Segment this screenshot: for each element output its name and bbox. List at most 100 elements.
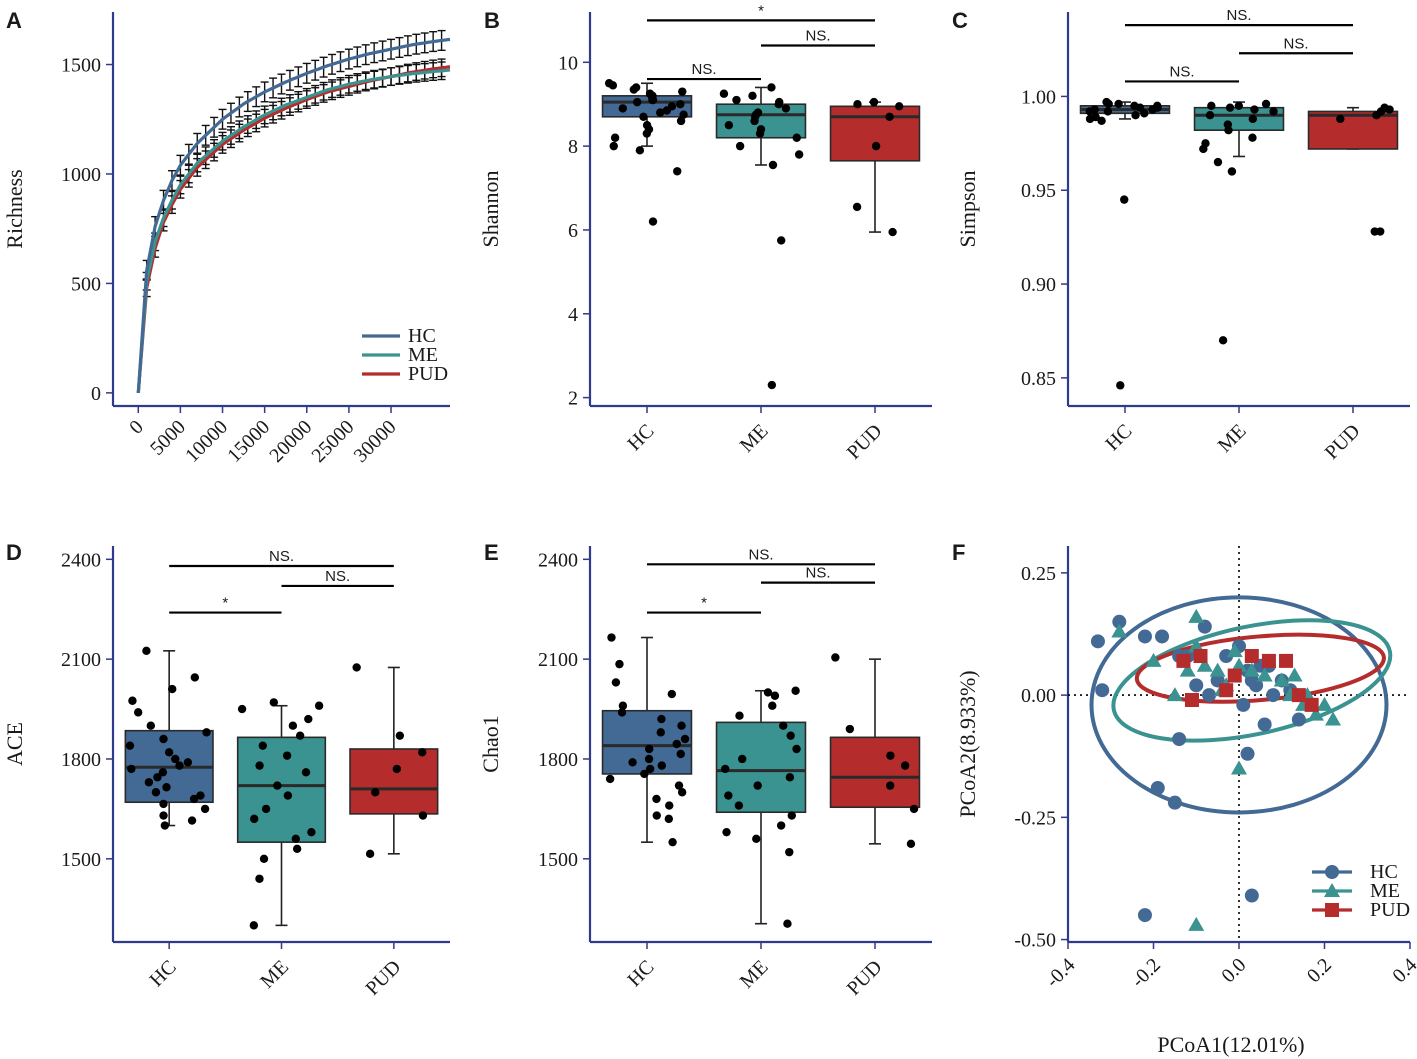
data-point — [774, 100, 783, 109]
data-point — [724, 120, 734, 130]
data-point — [125, 741, 135, 750]
point-pud — [1304, 697, 1319, 712]
data-point — [721, 764, 730, 774]
data-point — [852, 202, 862, 212]
point-pud — [1193, 649, 1208, 663]
x-tick-label: 0.2 — [1303, 954, 1336, 987]
x-tick-label: PUD — [843, 420, 887, 464]
data-point — [652, 811, 661, 820]
data-point — [894, 102, 904, 111]
x-tick-label: ME — [1214, 420, 1251, 457]
point-hc — [1291, 712, 1306, 727]
data-point — [755, 129, 765, 138]
data-point — [768, 701, 777, 710]
point-me — [1243, 662, 1260, 677]
y-tick-label: 1500 — [61, 55, 101, 77]
data-point — [1234, 101, 1244, 111]
data-point — [418, 748, 427, 757]
data-point — [292, 844, 302, 854]
data-point — [776, 236, 786, 245]
data-point — [609, 141, 618, 151]
data-point — [871, 141, 881, 151]
data-point — [1370, 227, 1379, 236]
point-hc — [1095, 683, 1110, 698]
data-point — [752, 834, 761, 844]
point-me — [1179, 662, 1196, 677]
data-point — [738, 754, 747, 764]
data-point — [645, 764, 655, 774]
data-point — [605, 774, 615, 784]
y-axis-title: Richness — [2, 169, 27, 248]
data-point — [792, 133, 801, 142]
point-pud — [1184, 693, 1199, 707]
data-point — [869, 97, 879, 107]
data-point — [662, 106, 672, 115]
panel-letter: E — [484, 540, 499, 565]
data-point — [677, 788, 687, 797]
data-point — [724, 791, 733, 800]
panel-b: B 2 4 6 8 10 Shannon HC ME PUD NS. NS. * — [478, 2, 932, 464]
point-me — [1256, 667, 1273, 682]
x-tick-label: 0.0 — [1217, 954, 1250, 987]
data-point — [153, 773, 162, 782]
data-point — [1207, 101, 1216, 111]
data-point — [676, 116, 686, 126]
data-point — [735, 711, 744, 720]
x-tick-label: HC — [1101, 420, 1136, 455]
data-point — [258, 741, 267, 750]
point-me — [1316, 696, 1333, 711]
data-point — [1372, 110, 1381, 120]
x-tick-label: PUD — [362, 956, 406, 1000]
data-point — [640, 769, 649, 779]
data-point — [679, 110, 688, 119]
data-point — [787, 811, 797, 820]
panel-f: F -0.50 -0.25 0.00 0.25 PCoA2(8.933%) -0.4 -0.2… — [952, 540, 1417, 1057]
point-hc — [1202, 688, 1217, 703]
point-pud — [1176, 653, 1191, 668]
data-point — [785, 847, 794, 857]
data-point — [1224, 126, 1233, 135]
data-point — [776, 821, 786, 830]
point-me — [1209, 662, 1226, 677]
point-me — [1273, 672, 1290, 687]
point-me — [1286, 667, 1303, 682]
y-tick-label: 1.00 — [1021, 86, 1056, 108]
data-point — [1205, 110, 1215, 120]
data-point — [900, 761, 910, 770]
point-pud — [1244, 649, 1259, 663]
x-tick-label: 30000 — [350, 416, 401, 467]
y-tick-label: 500 — [71, 273, 101, 295]
data-point — [652, 794, 661, 804]
confidence-ellipse-pud — [1134, 632, 1386, 704]
box-pud — [829, 105, 921, 162]
box-pud — [349, 748, 439, 815]
data-point — [888, 227, 897, 237]
data-point — [168, 684, 177, 694]
data-point — [158, 768, 168, 777]
panel-letter: C — [952, 8, 968, 33]
data-point — [853, 100, 862, 109]
y-tick-label: 0.90 — [1021, 274, 1056, 296]
box-pud — [829, 736, 921, 809]
data-point — [371, 788, 380, 797]
panel-letter: B — [484, 8, 500, 33]
data-point — [786, 731, 795, 740]
point-hc — [1155, 629, 1170, 644]
point-pud — [1261, 653, 1276, 668]
data-point — [187, 816, 197, 825]
point-me — [1196, 657, 1213, 672]
point-hc — [1112, 614, 1127, 629]
point-hc — [1197, 619, 1212, 634]
data-point — [1114, 99, 1123, 109]
data-point — [202, 728, 211, 737]
data-point — [617, 708, 627, 717]
data-point — [1336, 114, 1345, 124]
point-me — [1145, 652, 1162, 667]
data-point — [395, 731, 405, 740]
y-tick-label: 4 — [568, 304, 578, 326]
data-point — [657, 714, 666, 724]
significance-label: NS. — [1283, 35, 1308, 52]
data-point — [768, 160, 778, 170]
data-point — [831, 653, 840, 662]
data-point — [791, 686, 800, 695]
